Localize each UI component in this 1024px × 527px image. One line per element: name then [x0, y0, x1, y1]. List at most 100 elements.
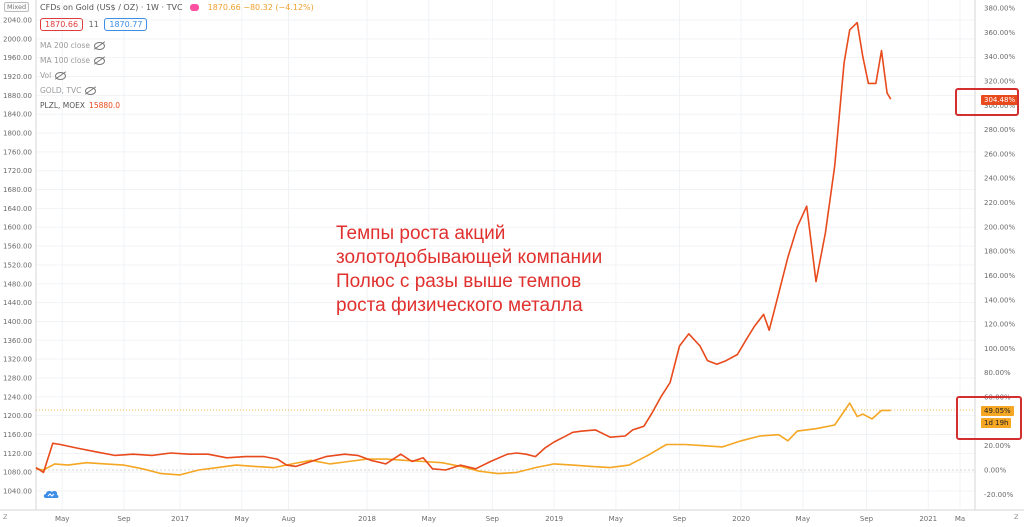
left-tick-label: 1760.00	[3, 148, 32, 156]
right-tick-label: 280.00%	[984, 126, 1015, 134]
right-tick-label: 200.00%	[984, 223, 1015, 231]
bar-countdown-tag: 1d 19h	[981, 418, 1012, 428]
right-tick-label: 360.00%	[984, 29, 1015, 37]
time-tick-label: May	[796, 515, 810, 523]
right-tick-label: 240.00%	[984, 175, 1015, 183]
left-tick-label: 2040.00	[3, 17, 32, 25]
chart-series	[35, 21, 975, 476]
zoom-right-button[interactable]: Z	[1014, 513, 1019, 521]
left-price-axis: 2040.00 2000.00 1960.00 1920.00 1880.00 1840.…	[3, 17, 32, 496]
left-tick-label: 1880.00	[3, 92, 32, 100]
right-tick-label: 0.00%	[984, 467, 1007, 475]
market-status-icon	[190, 4, 200, 11]
right-tick-label: 120.00%	[984, 321, 1015, 329]
tradingview-cloud-icon[interactable]	[42, 487, 60, 501]
plzl-percent-tag: 304.48%	[981, 95, 1019, 105]
left-tick-label: 1160.00	[3, 431, 32, 439]
plzl-legend-value: 15880.0	[89, 101, 121, 110]
time-tick-label: Aug	[282, 515, 296, 523]
left-tick-label: 1520.00	[3, 261, 32, 269]
chart-header: CFDs on Gold (US$ / OZ) · 1W · TVC 1870.…	[40, 3, 314, 12]
study-label: MA 100 close	[40, 56, 91, 65]
right-tick-label: 20.00%	[984, 442, 1011, 450]
spread-value: 11	[88, 20, 99, 29]
right-tick-label: 340.00%	[984, 53, 1015, 61]
right-tick-label: 260.00%	[984, 150, 1015, 158]
left-tick-label: 1440.00	[3, 299, 32, 307]
study-label: Vol	[40, 71, 52, 80]
hidden-eye-icon[interactable]	[85, 87, 97, 95]
left-tick-label: 1240.00	[3, 393, 32, 401]
time-axis: May Sep 2017 May Aug 2018 May Sep 2019 May Sep 2020…	[55, 515, 965, 523]
buy-price-button[interactable]: 1870.77	[104, 18, 148, 31]
annotation-line: золотодобывающей компании	[336, 247, 603, 268]
hidden-eye-icon[interactable]	[55, 72, 67, 80]
plzl-series-line	[35, 21, 892, 474]
left-tick-label: 1720.00	[3, 167, 32, 175]
right-tick-label: 140.00%	[984, 296, 1015, 304]
right-tick-label: 100.00%	[984, 345, 1015, 353]
right-tick-label: 300.00%	[984, 102, 1015, 110]
left-tick-label: 1280.00	[3, 374, 32, 382]
plzl-legend-name: PLZL, MOEX	[40, 101, 86, 110]
highlight-box-gold	[956, 396, 1022, 440]
time-tick-label: Sep	[673, 515, 687, 523]
left-tick-label: 1920.00	[3, 73, 32, 81]
study-gold[interactable]: GOLD, TVC	[40, 83, 120, 98]
left-tick-label: 1600.00	[3, 224, 32, 232]
time-tick-label: May	[55, 515, 69, 523]
time-tick-label: Sep	[486, 515, 500, 523]
left-tick-label: 1680.00	[3, 186, 32, 194]
left-tick-label: 1120.00	[3, 450, 32, 458]
left-tick-label: 1080.00	[3, 469, 32, 477]
price-change: 1870.66 −80.32 (−4.12%)	[207, 3, 314, 12]
left-tick-label: 1840.00	[3, 111, 32, 119]
study-label: MA 200 close	[40, 41, 91, 50]
left-tick-label: 1480.00	[3, 280, 32, 288]
hidden-eye-icon[interactable]	[94, 42, 106, 50]
left-tick-label: 1320.00	[3, 356, 32, 364]
right-tick-label: 180.00%	[984, 248, 1015, 256]
time-tick-label: 2018	[358, 515, 376, 523]
annotation-line: Полюс с разы выше темпов	[336, 271, 582, 292]
hidden-eye-icon[interactable]	[94, 57, 106, 65]
left-tick-label: 1560.00	[3, 243, 32, 251]
right-tick-label: 220.00%	[984, 199, 1015, 207]
annotation-line: Темпы роста акций	[336, 223, 506, 244]
time-tick-label: May	[422, 515, 436, 523]
study-ma200[interactable]: MA 200 close	[40, 38, 120, 53]
right-tick-label: 80.00%	[984, 369, 1011, 377]
buy-sell-panel: 1870.66 11 1870.77	[40, 18, 148, 31]
annotation-text[interactable]: Темпы роста акций золотодобывающей компа…	[336, 222, 666, 318]
time-tick-label: 2017	[171, 515, 189, 523]
symbol-title[interactable]: CFDs on Gold (US$ / OZ) · 1W · TVC	[40, 3, 183, 12]
zoom-left-button[interactable]: Z	[3, 513, 8, 521]
left-tick-label: 2000.00	[3, 35, 32, 43]
time-tick-label: May	[235, 515, 249, 523]
left-tick-label: 1360.00	[3, 337, 32, 345]
gold-percent-tag: 49.05%	[981, 406, 1014, 416]
study-label: GOLD, TVC	[40, 86, 82, 95]
gold-series-line	[35, 402, 891, 476]
scale-mode-button[interactable]: Mixed	[4, 2, 30, 12]
study-plzl[interactable]: PLZL, MOEX 15880.0	[40, 98, 120, 113]
time-tick-label: Ma	[955, 515, 965, 523]
study-ma100[interactable]: MA 100 close	[40, 53, 120, 68]
right-tick-label: 160.00%	[984, 272, 1015, 280]
time-tick-label: May	[609, 515, 623, 523]
right-tick-label: -20.00%	[984, 491, 1014, 499]
sell-price-button[interactable]: 1870.66	[40, 18, 84, 31]
left-tick-label: 1960.00	[3, 54, 32, 62]
left-tick-label: 1200.00	[3, 412, 32, 420]
left-tick-label: 1800.00	[3, 130, 32, 138]
time-tick-label: Sep	[860, 515, 874, 523]
study-vol[interactable]: Vol	[40, 68, 120, 83]
time-tick-label: Sep	[117, 515, 131, 523]
time-tick-label: 2019	[545, 515, 563, 523]
right-tick-label: 320.00%	[984, 77, 1015, 85]
annotation-line: роста физического металла	[336, 295, 583, 316]
right-tick-label: 380.00%	[984, 5, 1015, 13]
time-tick-label: 2020	[732, 515, 750, 523]
highlight-box-plzl	[955, 88, 1019, 116]
